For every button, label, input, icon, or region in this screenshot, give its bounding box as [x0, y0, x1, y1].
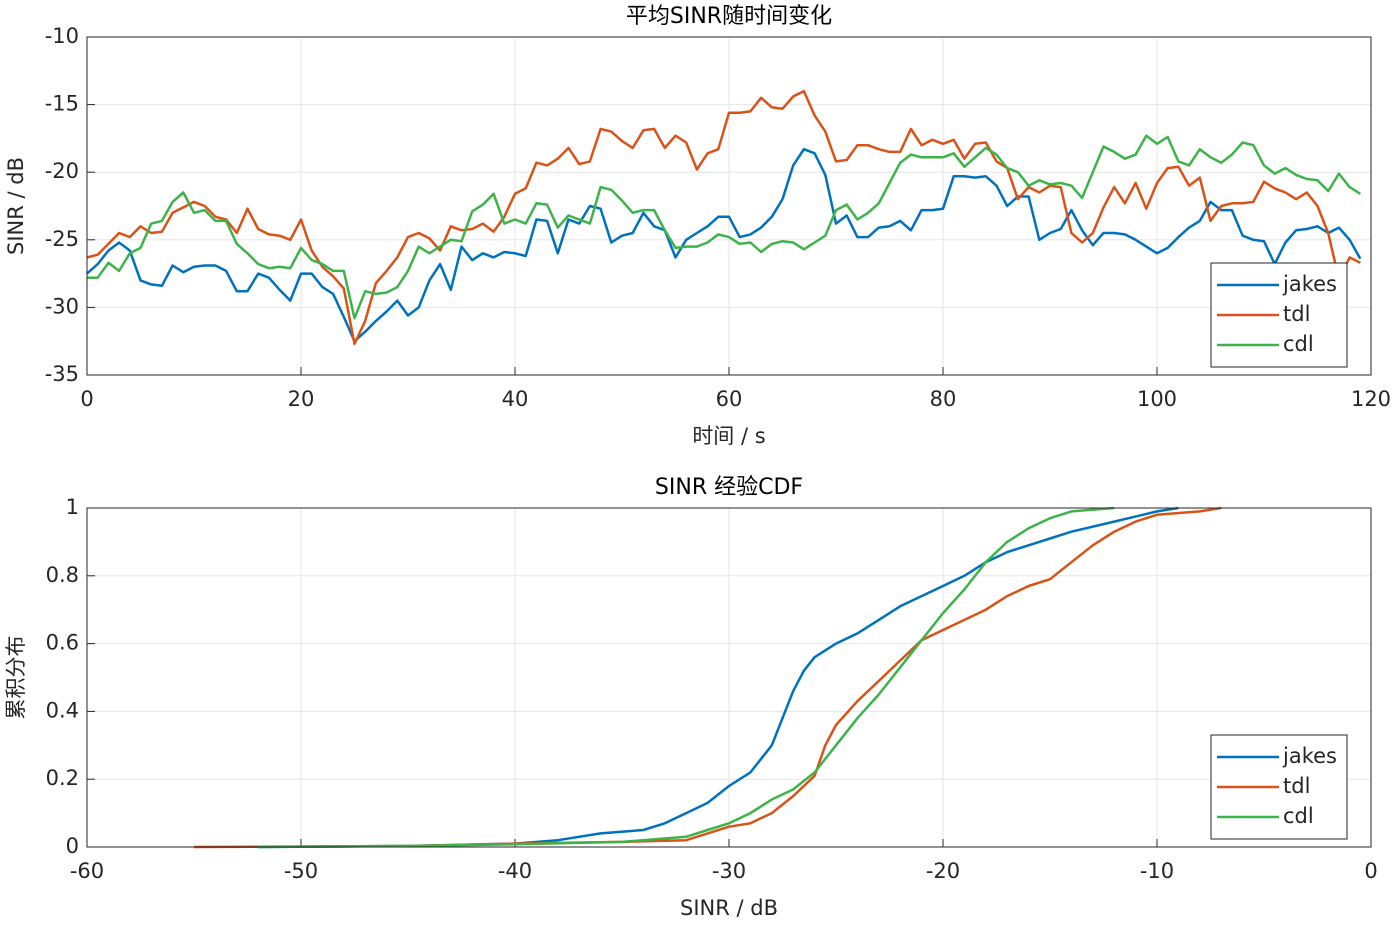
series-line: [86, 89, 1361, 346]
y-tick-label: 0.4: [46, 698, 79, 722]
y-tick-label: -35: [45, 362, 79, 386]
series-line: [258, 506, 1115, 849]
chart-title: 平均SINR随时间变化: [626, 4, 832, 29]
series-line: [193, 506, 1222, 849]
x-tick-label: -20: [926, 859, 960, 883]
legend-label: tdl: [1283, 774, 1310, 798]
y-axis-label: SINR / dB: [4, 157, 28, 255]
x-tick-label: 80: [930, 387, 957, 411]
legend-label: jakes: [1282, 272, 1337, 296]
x-tick-label: -10: [1140, 859, 1174, 883]
y-tick-label: 0.2: [46, 766, 79, 790]
y-tick-label: -20: [45, 159, 79, 183]
x-tick-label: 120: [1351, 387, 1391, 411]
y-tick-label: 0.6: [46, 631, 79, 655]
y-tick-label: -15: [45, 92, 79, 116]
series-line: [86, 147, 1362, 343]
axes-box: [86, 507, 1372, 848]
x-tick-label: 0: [1364, 859, 1377, 883]
y-tick-label: -10: [45, 24, 79, 48]
y-tick-label: 0: [66, 834, 79, 858]
y-tick-label: 0.8: [46, 563, 79, 587]
series-line: [258, 506, 1179, 849]
legend-label: jakes: [1282, 744, 1337, 768]
axes: 0 20 40 60 80 100 120 -35 -30 -25 -20 -15 -10 平均SINR随…: [4, 4, 1391, 448]
x-tick-label: 60: [716, 387, 743, 411]
x-axis-label: SINR / dB: [680, 896, 778, 920]
x-tick-label: -30: [712, 859, 746, 883]
axes-box: [86, 36, 1372, 376]
y-axis-label: 累积分布: [4, 636, 28, 720]
legend-label: cdl: [1283, 332, 1314, 356]
x-axis-label: 时间 / s: [692, 424, 765, 448]
x-tick-label: 100: [1137, 387, 1177, 411]
axes: -60 -50 -40 -30 -20 -10 0 0 0.2 0.4 0.6 0.8 1 SINR 经验…: [4, 475, 1378, 920]
legend-label: cdl: [1283, 804, 1314, 828]
y-tick-label: -30: [45, 294, 79, 318]
legend-label: tdl: [1283, 302, 1310, 326]
x-tick-label: 0: [80, 387, 93, 411]
y-tick-label: -25: [45, 227, 79, 251]
x-tick-label: -40: [498, 859, 532, 883]
series-line: [87, 134, 1361, 320]
y-tick-label: 1: [66, 495, 79, 519]
x-tick-label: -60: [70, 859, 104, 883]
x-tick-label: 20: [288, 387, 315, 411]
x-tick-label: -50: [284, 859, 318, 883]
x-tick-label: 40: [502, 387, 529, 411]
chart-title: SINR 经验CDF: [655, 475, 803, 500]
